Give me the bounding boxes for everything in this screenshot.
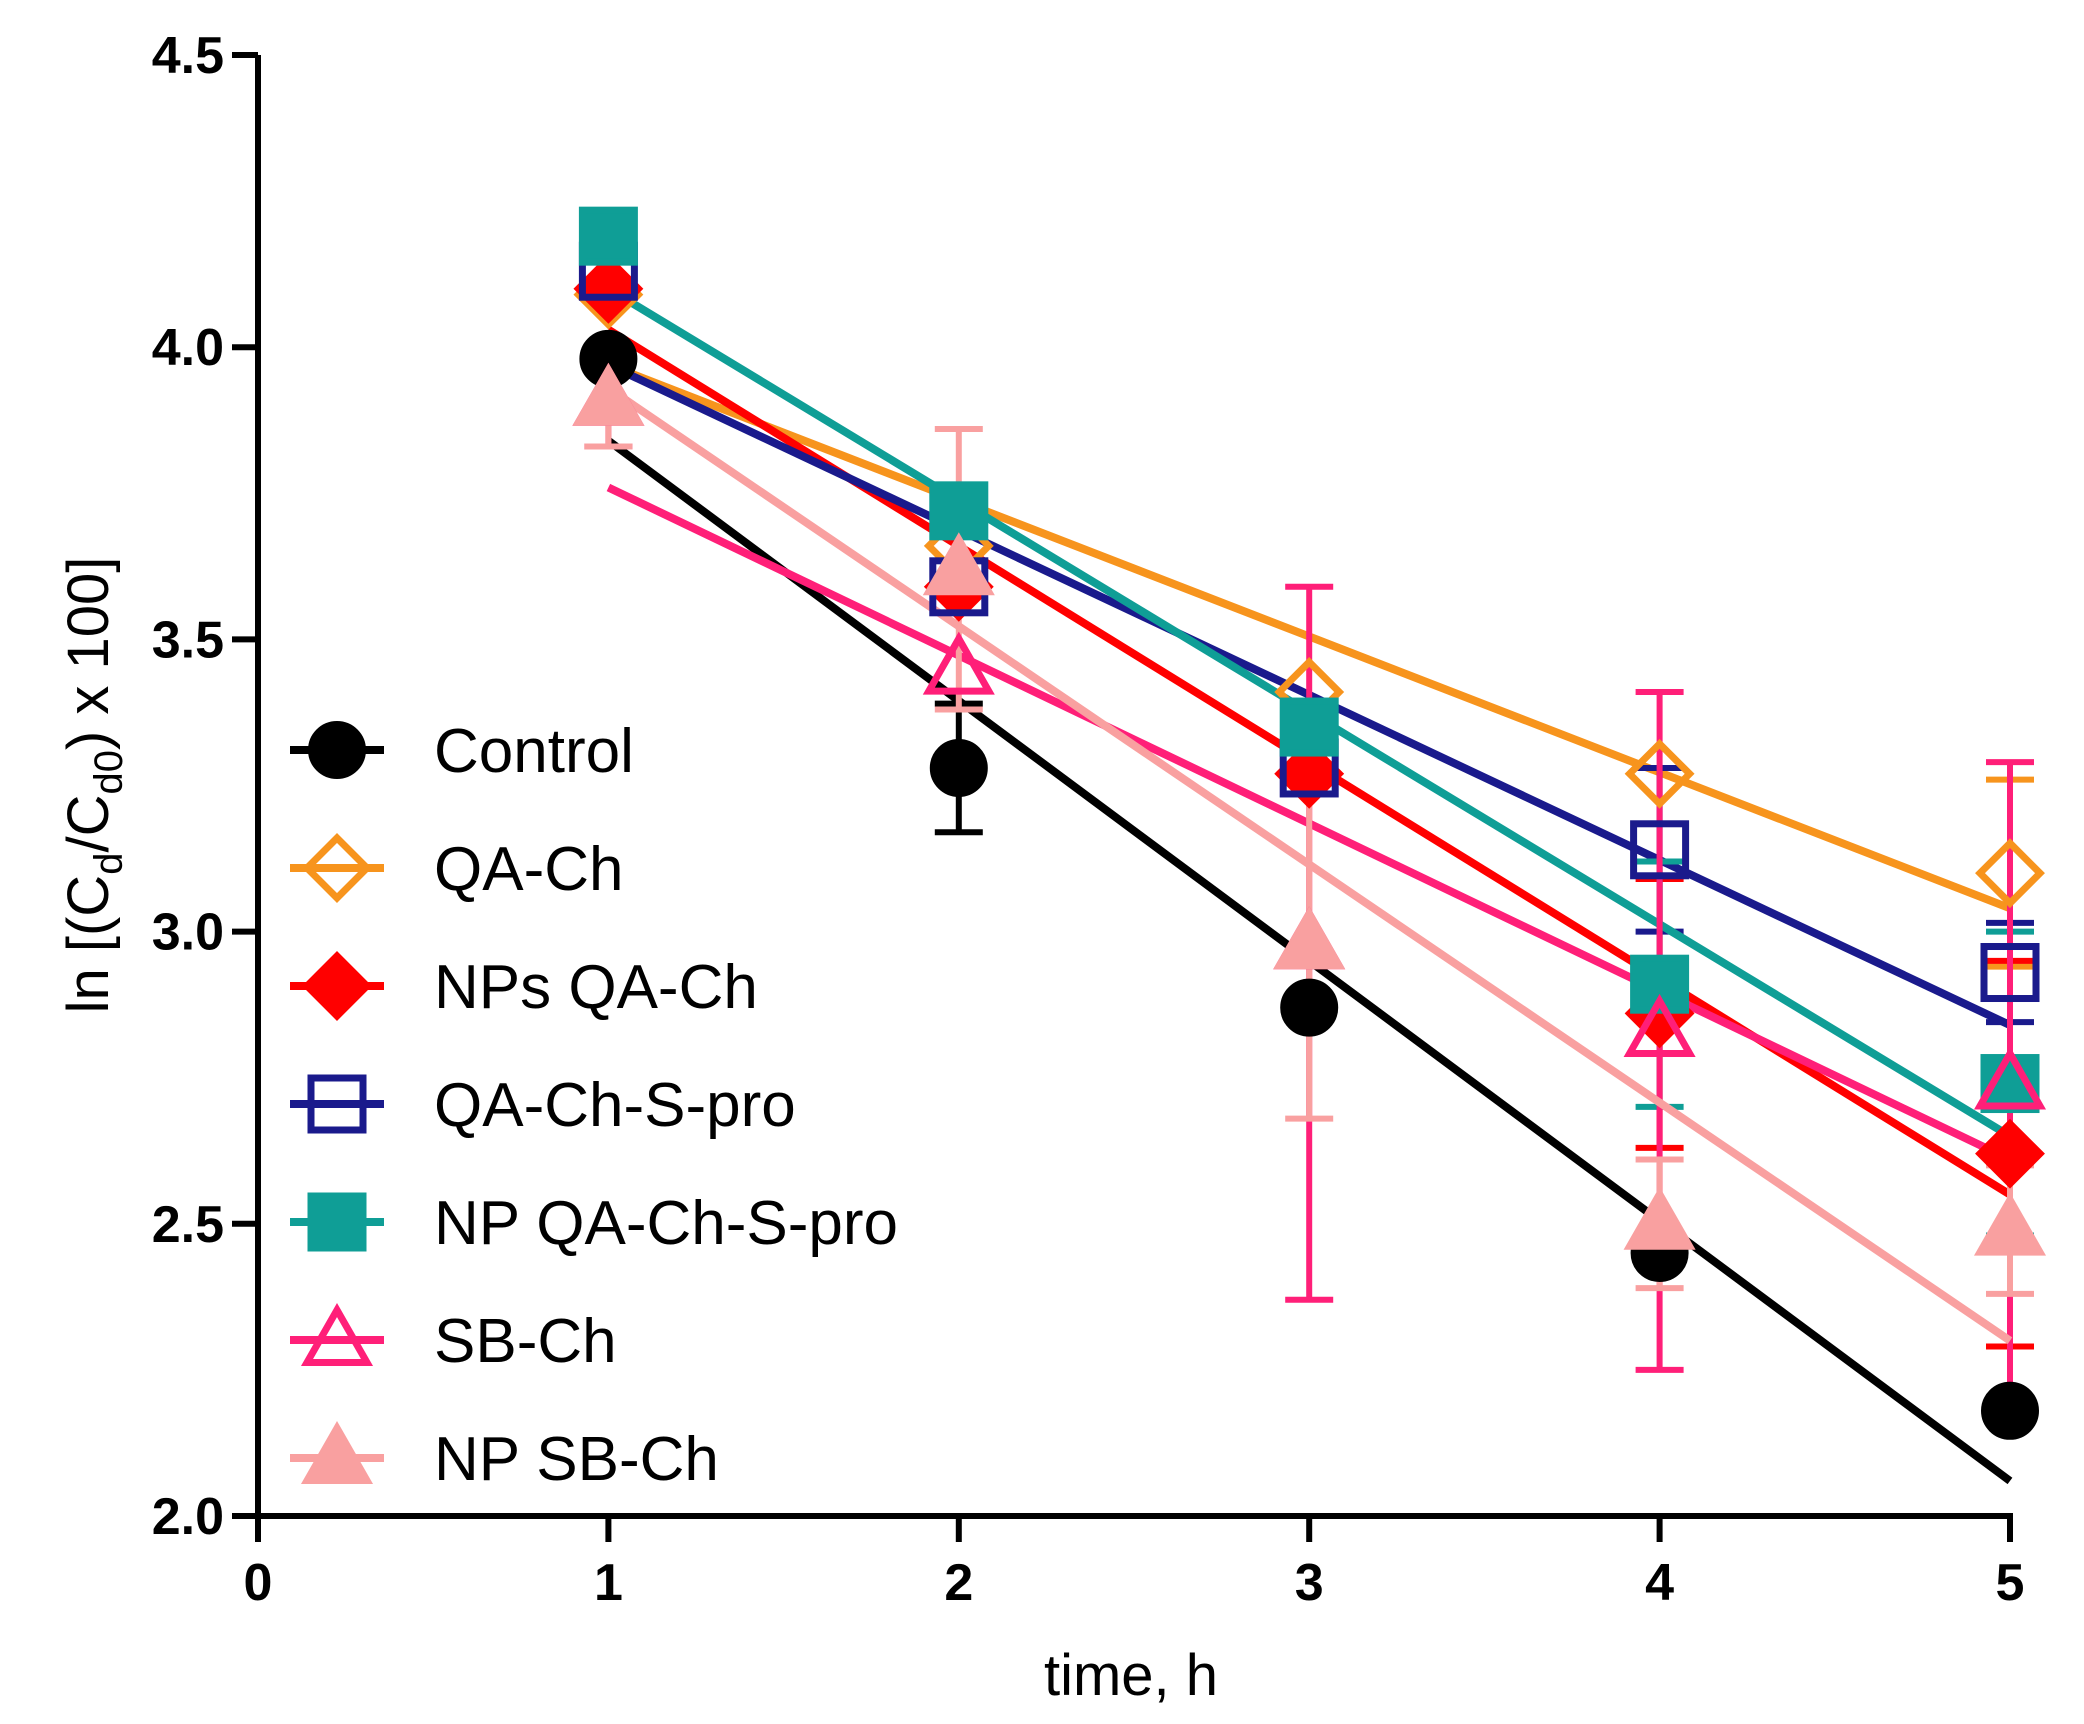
data-point [1973, 1192, 2047, 1256]
data-point [1623, 1186, 1696, 1250]
y-tick-label: 4.5 [152, 27, 224, 85]
legend-entry: NP QA-Ch-S-pro [290, 1189, 898, 1258]
legend-label: NP QA-Ch-S-pro [434, 1189, 898, 1258]
data-point [1630, 820, 1690, 880]
y-axis-label-sub: d [87, 853, 131, 875]
data-point [1274, 738, 1345, 809]
data-point [1279, 697, 1339, 757]
legend-entry: QA-Ch-S-pro [290, 1071, 796, 1140]
x-tick-label: 5 [1996, 1554, 2025, 1612]
legend-label: SB-Ch [434, 1307, 617, 1376]
legend-entry: SB-Ch [290, 1302, 617, 1376]
legend-label: QA-Ch-S-pro [434, 1071, 796, 1140]
data-point [922, 532, 995, 596]
data-point [572, 362, 645, 426]
x-tick-label: 1 [594, 1554, 623, 1612]
legend-swatch-marker [302, 833, 372, 903]
legend-label: QA-Ch [434, 835, 623, 904]
legend-label: NP SB-Ch [434, 1425, 719, 1494]
x-tick-label: 2 [944, 1554, 973, 1612]
legend-entry: QA-Ch [290, 833, 623, 904]
data-point [573, 253, 644, 324]
data-point [1975, 1118, 2045, 1189]
x-tick-label: 4 [1645, 1554, 1674, 1612]
legend-entry: NP SB-Ch [290, 1420, 719, 1494]
data-point [929, 481, 989, 541]
data-point [922, 631, 995, 695]
legend-swatch-marker [302, 951, 372, 1021]
data-point [1623, 993, 1696, 1057]
data-point [1280, 978, 1339, 1037]
markers-np-sb-ch [572, 362, 2047, 1256]
legend-swatch-marker [307, 1192, 367, 1252]
data-point [1975, 838, 2045, 909]
data-point [1980, 943, 2040, 1003]
legend-entry: NPs QA-Ch [290, 951, 758, 1022]
data-point [1973, 1046, 2047, 1110]
y-axis-label: ln [(Cd/Cd0) x 100] [56, 557, 131, 1014]
fit-line [606, 384, 2013, 1344]
legend-label: Control [434, 717, 634, 786]
y-tick-label: 4.0 [152, 319, 224, 377]
x-axis-label: time, h [1044, 1643, 1218, 1708]
data-point [929, 738, 988, 797]
x-tick-label: 3 [1295, 1554, 1324, 1612]
legend-label: NPs QA-Ch [434, 953, 758, 1022]
y-tick-label: 2.0 [152, 1488, 224, 1546]
data-point [1273, 906, 1346, 970]
y-tick-label: 2.5 [152, 1196, 224, 1254]
data-point [578, 206, 638, 266]
y-axis-label-part: ln [(C [56, 875, 121, 1014]
legend-swatch-marker [300, 1302, 374, 1366]
y-tick-label: 3.0 [152, 904, 224, 962]
y-axis-label-part: ) x 100] [56, 557, 121, 750]
legend-entry: Control [290, 717, 634, 786]
legend-swatch-marker [307, 1074, 367, 1134]
data-point [1624, 738, 1695, 809]
y-tick-label: 3.5 [152, 611, 224, 669]
legend-swatch-marker [308, 721, 366, 779]
y-axis-label-part: /C [56, 795, 121, 853]
y-axis-label-sub: d0 [87, 750, 131, 795]
data-point [1981, 1381, 2039, 1440]
legend-swatch-marker [300, 1420, 374, 1484]
x-tick-label: 0 [244, 1554, 273, 1612]
